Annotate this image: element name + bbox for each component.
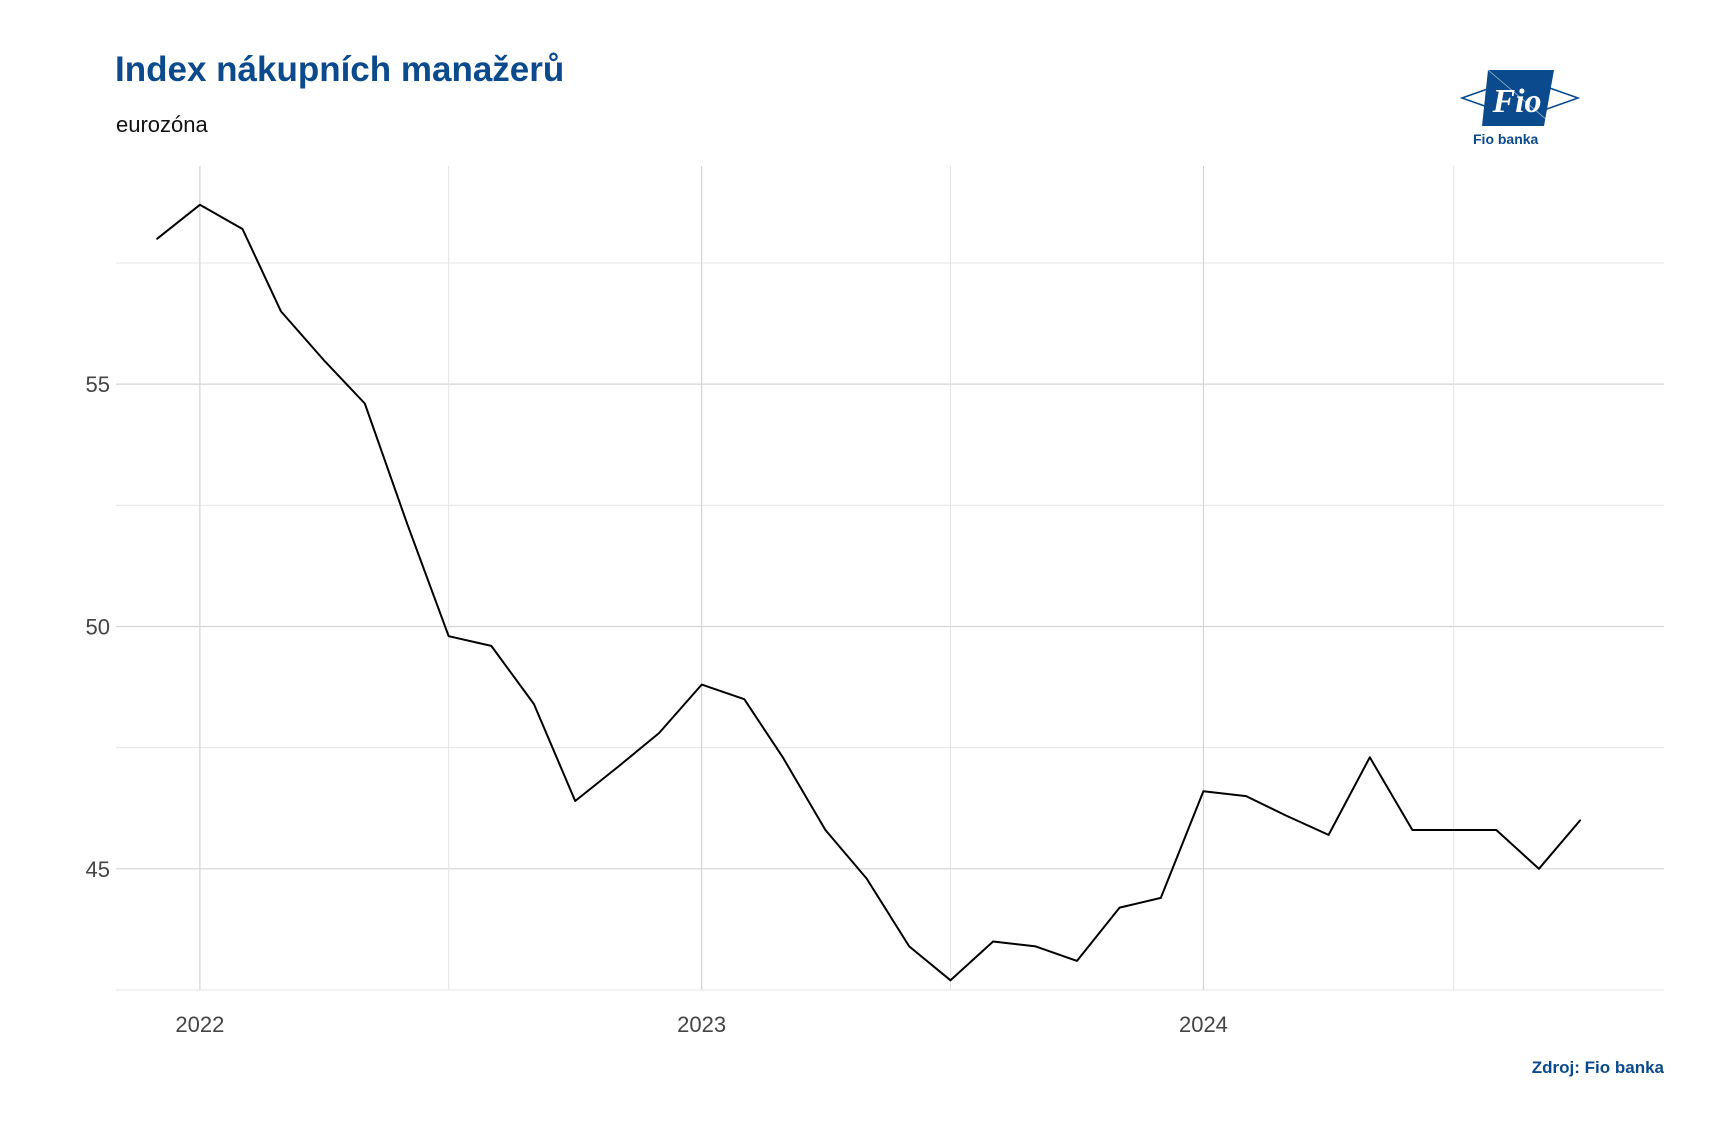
data-point [1368, 755, 1372, 759]
data-point [447, 634, 451, 638]
data-point [198, 203, 202, 207]
data-point [1034, 944, 1038, 948]
data-point [991, 940, 995, 944]
data-point [240, 227, 244, 231]
data-point [363, 402, 367, 406]
logo-mark-text: Fio [1491, 83, 1541, 120]
data-point [742, 697, 746, 701]
data-point [489, 644, 493, 648]
data-point [865, 877, 869, 881]
data-point [1118, 906, 1122, 910]
data-point [405, 523, 409, 527]
data-point [1075, 959, 1079, 963]
data-point [322, 358, 326, 362]
y-tick-label: 55 [86, 372, 110, 397]
data-point [781, 755, 785, 759]
x-tick-label: 2023 [677, 1012, 726, 1037]
data-point [1410, 828, 1414, 832]
data-point [948, 978, 952, 982]
logo-caption: Fio banka [1473, 131, 1539, 147]
data-point [1244, 794, 1248, 798]
y-tick-label: 50 [86, 614, 110, 639]
data-point [532, 702, 536, 706]
data-point [657, 731, 661, 735]
data-point [700, 683, 704, 687]
data-point [1537, 867, 1541, 871]
x-tick-label: 2024 [1179, 1012, 1228, 1037]
data-point [1578, 818, 1582, 822]
y-tick-label: 45 [86, 857, 110, 882]
chart-title: Index nákupních manažerů [115, 50, 565, 89]
x-tick-label: 2022 [175, 1012, 224, 1037]
data-point [1201, 789, 1205, 793]
series-line [156, 203, 1582, 982]
data-point [1159, 896, 1163, 900]
data-point [573, 799, 577, 803]
data-point [1284, 814, 1288, 818]
data-point [616, 765, 620, 769]
data-point [1494, 828, 1498, 832]
fio-logo-icon: Fio [1460, 69, 1580, 127]
data-point [279, 309, 283, 313]
source-note: Zdroj: Fio banka [1531, 1058, 1664, 1077]
data-point [823, 828, 827, 832]
data-point [155, 237, 159, 241]
chart-subtitle: eurozóna [116, 112, 208, 137]
data-point [1327, 833, 1331, 837]
data-point [1452, 828, 1456, 832]
data-point [907, 944, 911, 948]
